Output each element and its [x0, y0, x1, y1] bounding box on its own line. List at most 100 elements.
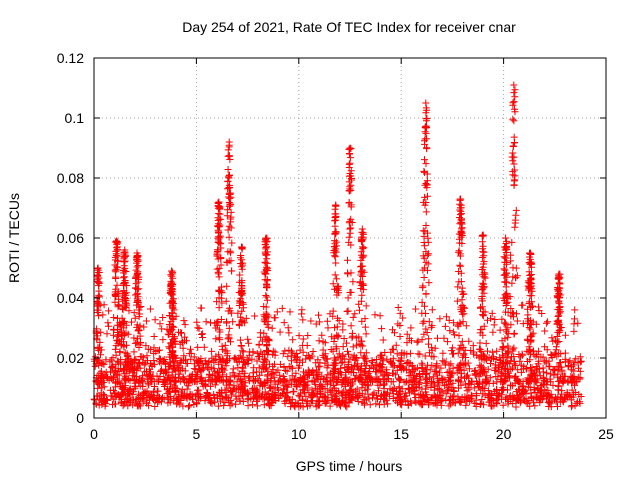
data-point	[482, 339, 490, 347]
data-point	[420, 330, 428, 338]
data-point	[488, 309, 496, 317]
data-point	[422, 122, 430, 130]
data-point	[406, 349, 414, 357]
data-point	[167, 380, 174, 388]
data-point	[173, 400, 181, 408]
data-point	[215, 228, 223, 236]
data-point	[458, 284, 466, 292]
data-point	[138, 353, 146, 360]
data-point	[509, 345, 517, 353]
data-point	[343, 308, 351, 315]
data-point	[185, 403, 192, 411]
data-point	[390, 385, 398, 392]
data-point	[519, 301, 527, 309]
data-point	[270, 314, 278, 322]
data-point	[570, 327, 578, 335]
y-tick-label: 0.1	[65, 110, 85, 126]
data-point	[106, 358, 114, 366]
y-tick-label: 0.02	[57, 350, 84, 366]
data-point	[110, 314, 118, 321]
data-point	[484, 387, 492, 395]
data-point	[331, 237, 339, 245]
data-point	[263, 255, 271, 263]
data-point	[493, 347, 501, 355]
data-point	[104, 396, 112, 404]
data-point	[244, 396, 252, 404]
data-point	[577, 357, 585, 365]
data-point	[455, 332, 463, 340]
data-point	[570, 320, 578, 328]
x-tick-label: 15	[393, 426, 409, 442]
data-point	[455, 248, 462, 256]
data-point	[324, 394, 332, 402]
data-point	[509, 264, 517, 272]
data-point	[433, 360, 441, 368]
data-point	[317, 389, 325, 397]
data-point	[322, 399, 330, 407]
data-point	[478, 396, 486, 403]
data-point	[226, 402, 234, 410]
data-point	[425, 279, 433, 287]
data-point	[428, 361, 436, 369]
data-point	[511, 93, 519, 101]
data-point	[229, 318, 237, 326]
data-point	[115, 302, 123, 310]
data-point	[423, 329, 431, 336]
data-point	[446, 327, 454, 335]
data-point	[95, 312, 103, 320]
data-point	[215, 273, 223, 281]
data-point	[462, 401, 470, 409]
data-point	[142, 317, 150, 325]
data-point	[130, 348, 138, 356]
data-point	[358, 398, 366, 406]
data-point	[509, 115, 517, 123]
data-point	[534, 360, 542, 368]
data-point	[222, 297, 230, 305]
data-point	[510, 153, 518, 161]
data-point	[222, 381, 230, 389]
data-point	[309, 348, 317, 355]
data-point	[94, 265, 101, 273]
data-point	[227, 391, 235, 399]
data-point	[253, 402, 261, 410]
data-point	[113, 281, 121, 289]
data-point	[568, 386, 576, 394]
data-point	[457, 195, 465, 203]
data-point	[194, 386, 202, 394]
data-point	[229, 365, 237, 373]
data-point	[574, 319, 582, 327]
data-point	[347, 322, 355, 330]
data-point	[510, 344, 518, 352]
data-point	[418, 401, 426, 409]
data-point	[193, 318, 201, 326]
data-point	[510, 160, 518, 168]
data-point	[455, 247, 463, 255]
data-point	[304, 397, 312, 405]
data-point	[168, 298, 176, 306]
data-point	[508, 238, 516, 246]
data-point	[510, 117, 518, 125]
data-point	[422, 310, 430, 317]
data-point	[454, 395, 462, 403]
data-point	[297, 390, 304, 398]
data-point	[241, 379, 249, 387]
data-point	[214, 402, 222, 410]
data-point	[228, 267, 236, 275]
data-point	[298, 306, 306, 314]
data-point	[286, 308, 294, 316]
data-point	[210, 390, 218, 398]
data-point	[197, 304, 205, 312]
data-point	[133, 285, 141, 293]
data-point	[575, 391, 583, 398]
data-point	[547, 370, 555, 378]
data-point	[434, 334, 441, 342]
data-point	[159, 314, 167, 321]
data-point	[199, 334, 206, 341]
data-point	[224, 178, 232, 185]
data-point	[140, 361, 148, 369]
data-point	[491, 361, 499, 369]
data-point	[416, 350, 424, 358]
y-tick-label: 0	[76, 410, 84, 426]
data-point	[95, 287, 103, 295]
data-point	[376, 401, 383, 409]
